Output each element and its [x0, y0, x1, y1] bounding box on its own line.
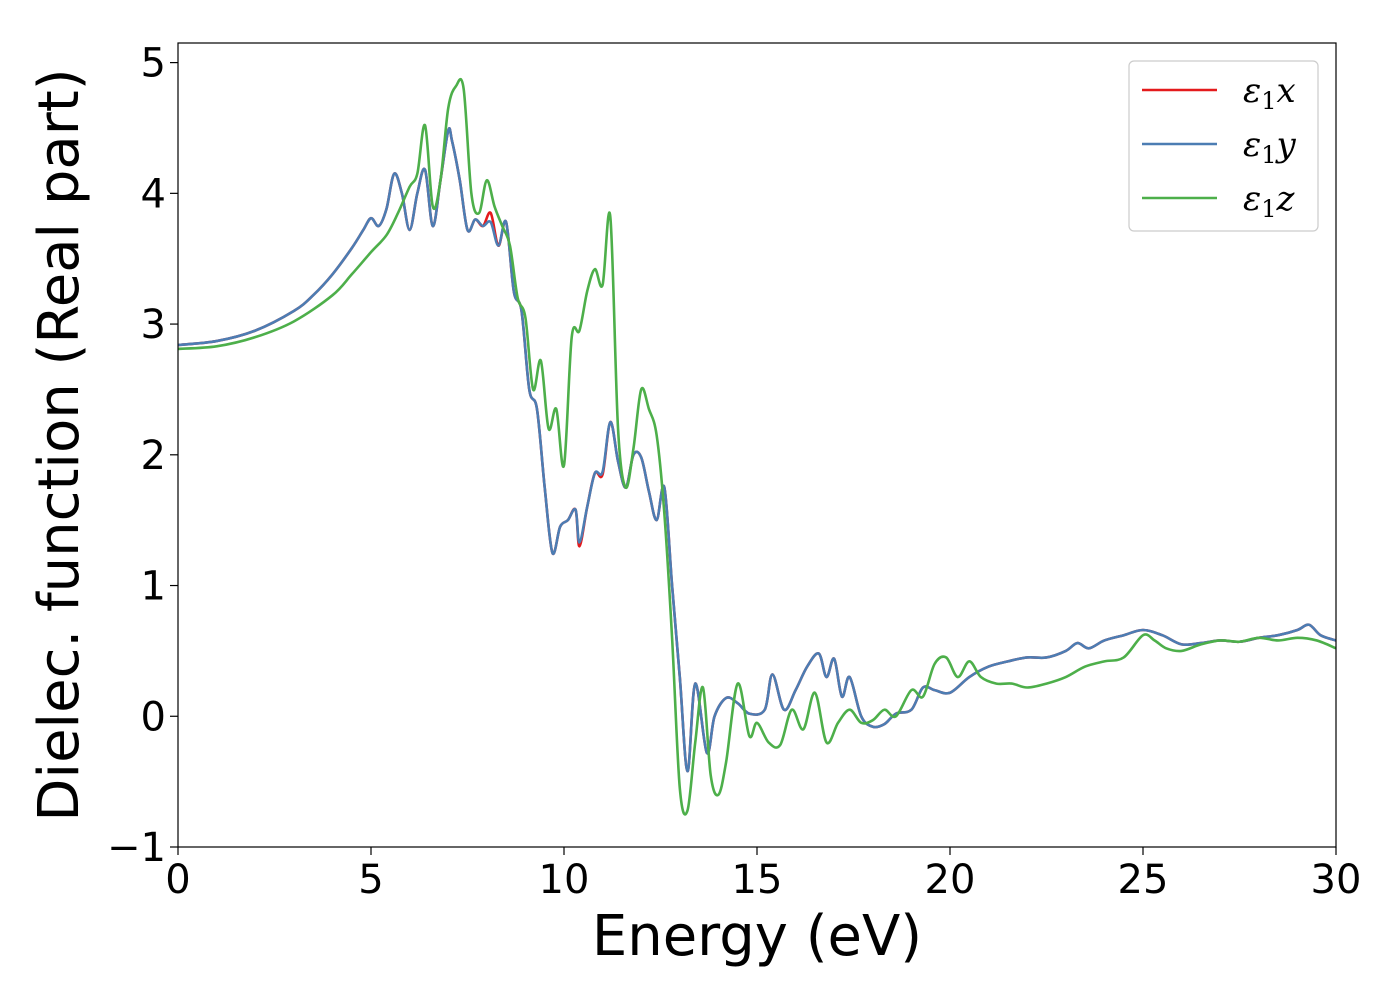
x-tick-label: 25: [1118, 857, 1169, 903]
y-tick-label: 3: [141, 302, 166, 348]
y-tick-label: 2: [141, 433, 166, 479]
x-tick-label: 5: [358, 857, 383, 903]
y-tick-label: 1: [141, 564, 166, 610]
y-axis-label: Dielec. function (Real part): [27, 68, 92, 821]
y-tick-label: −1: [107, 825, 166, 871]
y-tick-label: 5: [141, 41, 166, 87]
x-tick-label: 15: [732, 857, 783, 903]
legend-label-x: ε1x: [1243, 71, 1296, 115]
x-axis-label: Energy (eV): [592, 904, 922, 969]
y-tick-label: 0: [141, 694, 166, 740]
legend-label-z: ε1z: [1243, 179, 1296, 223]
series-line-y: [178, 127, 1336, 773]
x-tick-label: 0: [165, 857, 190, 903]
y-axis: −1 0 1 2 3 4 5: [107, 41, 178, 871]
x-tick-label: 10: [539, 857, 590, 903]
plot-area: [177, 42, 1337, 848]
x-tick-label: 20: [925, 857, 976, 903]
y-tick-label: 4: [141, 171, 166, 217]
legend-box: [1128, 60, 1319, 232]
x-tick-label: 30: [1311, 857, 1362, 903]
series-layer: [178, 77, 1336, 816]
legend: ε1x ε1y ε1z: [1128, 60, 1319, 232]
series-line-z: [178, 77, 1336, 816]
legend-label-y: ε1y: [1243, 125, 1297, 169]
x-axis: 0 5 10 15 20 25 30: [165, 847, 1361, 903]
